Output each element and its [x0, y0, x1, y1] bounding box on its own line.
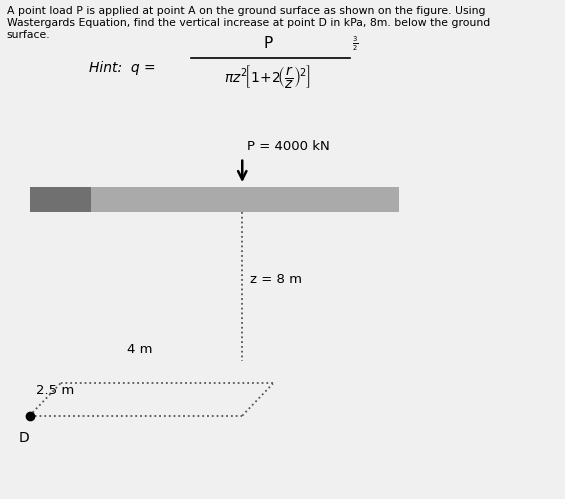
Text: Hint:  q =: Hint: q = — [89, 61, 155, 75]
Text: P: P — [263, 36, 272, 51]
Text: A point load P is applied at point A on the ground surface as shown on the figur: A point load P is applied at point A on … — [7, 6, 490, 39]
Text: $\frac{3}{2}$: $\frac{3}{2}$ — [353, 35, 359, 53]
Bar — [91, 188, 398, 212]
Text: z = 8 m: z = 8 m — [250, 273, 302, 286]
Text: 2.5 m: 2.5 m — [36, 384, 75, 397]
Bar — [29, 188, 91, 212]
Text: $\pi z^2\!\left[1\!+\!2\!\left(\dfrac{r}{z}\right)^{\!2}\right]$: $\pi z^2\!\left[1\!+\!2\!\left(\dfrac{r}… — [224, 63, 311, 90]
Text: 4 m: 4 m — [127, 343, 153, 356]
Text: D: D — [19, 431, 30, 445]
Text: P = 4000 kN: P = 4000 kN — [247, 140, 330, 153]
